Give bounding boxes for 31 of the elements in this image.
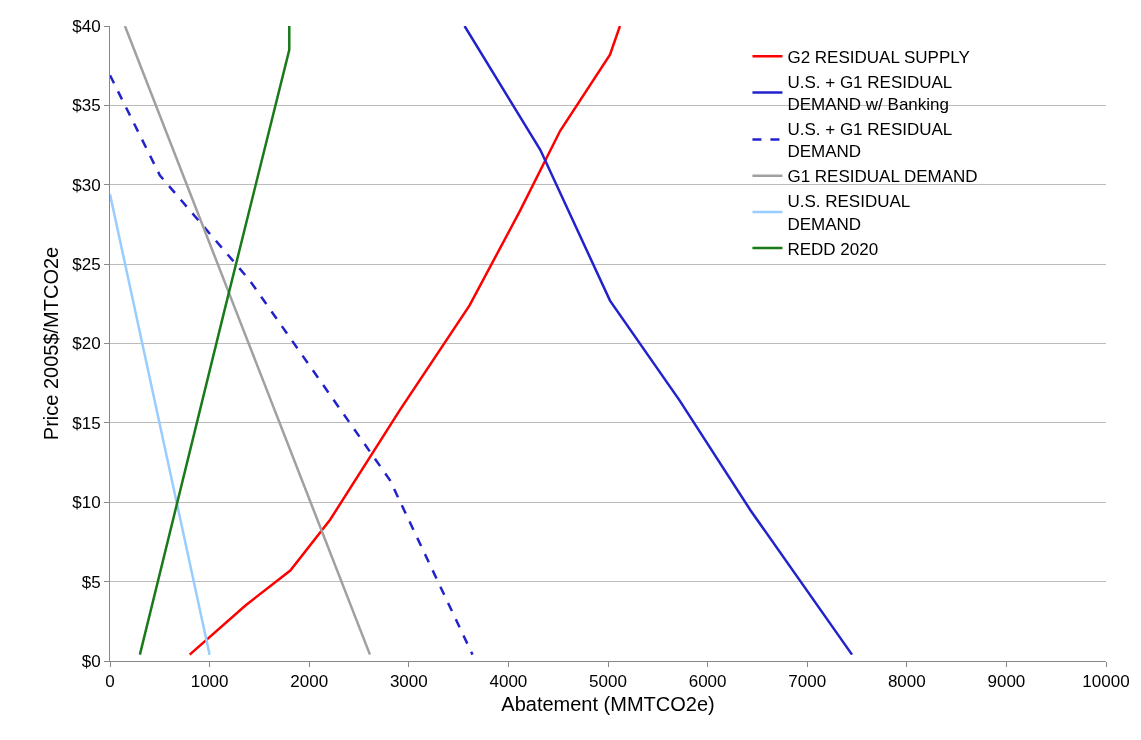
legend-label: U.S. + G1 RESIDUAL DEMAND w/ Banking: [787, 72, 953, 115]
y-tick-label: $0: [81, 651, 101, 671]
x-tick-label: 8000: [887, 672, 926, 692]
x-axis-title: Abatement (MMTCO2e): [501, 692, 715, 715]
legend-label: G2 RESIDUAL SUPPLY: [787, 47, 970, 67]
x-tick-label: 10000: [1082, 672, 1130, 692]
legend-label: REDD 2020: [787, 239, 879, 259]
x-tick-label: 2000: [290, 672, 329, 692]
legend-label: U.S. + G1 RESIDUAL DEMAND: [787, 120, 953, 162]
y-tick-label: $30: [72, 175, 101, 195]
x-tick-label: 1000: [190, 672, 229, 692]
y-tick-label: $15: [72, 413, 101, 433]
y-tick-label: $5: [81, 572, 101, 592]
x-tick-label: 3000: [389, 672, 428, 692]
line-series: [110, 73, 474, 656]
y-tick-label: $10: [72, 493, 101, 513]
x-tick-label: 9000: [987, 672, 1026, 692]
legend-label: U.S. RESIDUAL DEMAND: [787, 192, 911, 234]
y-tick-label: $35: [72, 96, 101, 116]
y-tick-label: $25: [72, 255, 101, 275]
x-tick-label: 0: [105, 672, 115, 692]
x-tick-label: 6000: [688, 672, 727, 692]
y-tick-label: $40: [72, 16, 101, 36]
y-axis-title: Price 2005$/MTCO2e: [39, 246, 62, 441]
y-tick-label: $20: [72, 334, 101, 354]
legend-label: G1 RESIDUAL DEMAND: [787, 167, 978, 187]
x-tick-label: 7000: [788, 672, 827, 692]
line-series: [188, 26, 622, 656]
line-series: [138, 26, 291, 656]
x-tick-label: 5000: [589, 672, 627, 692]
x-tick-label: 4000: [489, 672, 528, 692]
